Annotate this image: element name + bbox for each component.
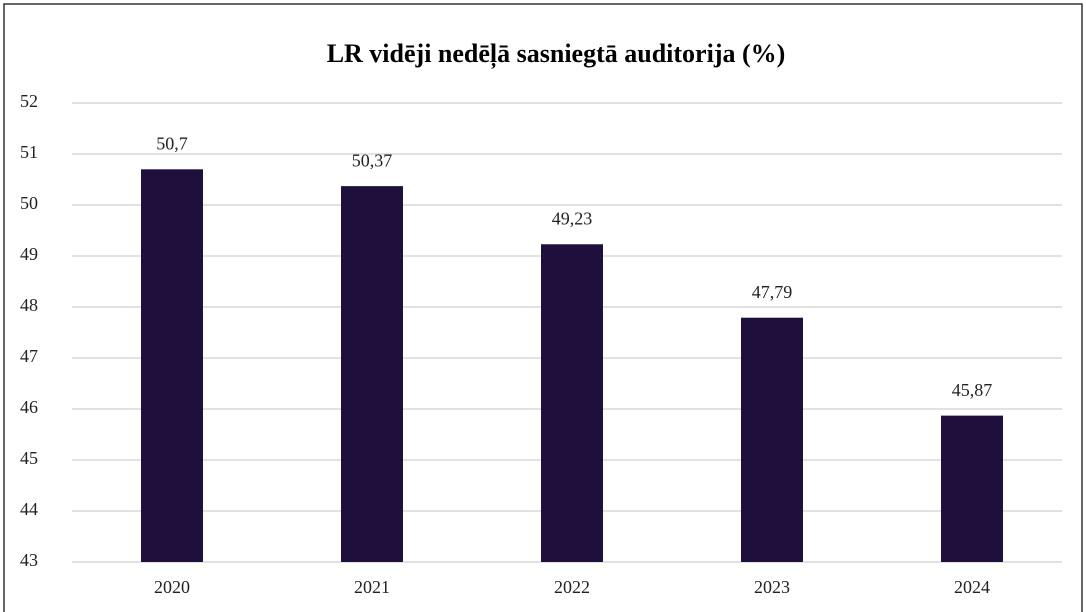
bar bbox=[541, 244, 603, 562]
data-label: 50,7 bbox=[156, 133, 188, 153]
y-tick-label: 52 bbox=[20, 91, 38, 111]
chart-title: LR vidēji nedēļā sasniegtā auditorija (%… bbox=[327, 39, 786, 69]
x-tick-label: 2020 bbox=[154, 577, 190, 597]
x-tick-label: 2021 bbox=[354, 577, 390, 597]
x-tick-label: 2023 bbox=[754, 577, 790, 597]
data-label: 49,23 bbox=[552, 208, 593, 228]
y-tick-label: 49 bbox=[20, 244, 38, 264]
x-tick-label: 2024 bbox=[954, 577, 990, 597]
y-tick-label: 50 bbox=[20, 193, 38, 213]
y-tick-label: 48 bbox=[20, 295, 38, 315]
y-tick-label: 47 bbox=[20, 346, 38, 366]
y-tick-label: 51 bbox=[20, 142, 38, 162]
bar bbox=[341, 186, 403, 562]
y-tick-label: 44 bbox=[20, 499, 38, 519]
data-label: 47,79 bbox=[752, 282, 793, 302]
y-tick-label: 46 bbox=[20, 397, 38, 417]
y-tick-label: 43 bbox=[20, 550, 38, 570]
bar bbox=[741, 317, 803, 562]
y-tick-label: 45 bbox=[20, 448, 38, 468]
bar bbox=[941, 415, 1003, 562]
bar bbox=[141, 169, 203, 563]
data-label: 45,87 bbox=[952, 380, 993, 400]
x-tick-label: 2022 bbox=[554, 577, 590, 597]
data-label: 50,37 bbox=[352, 150, 393, 170]
